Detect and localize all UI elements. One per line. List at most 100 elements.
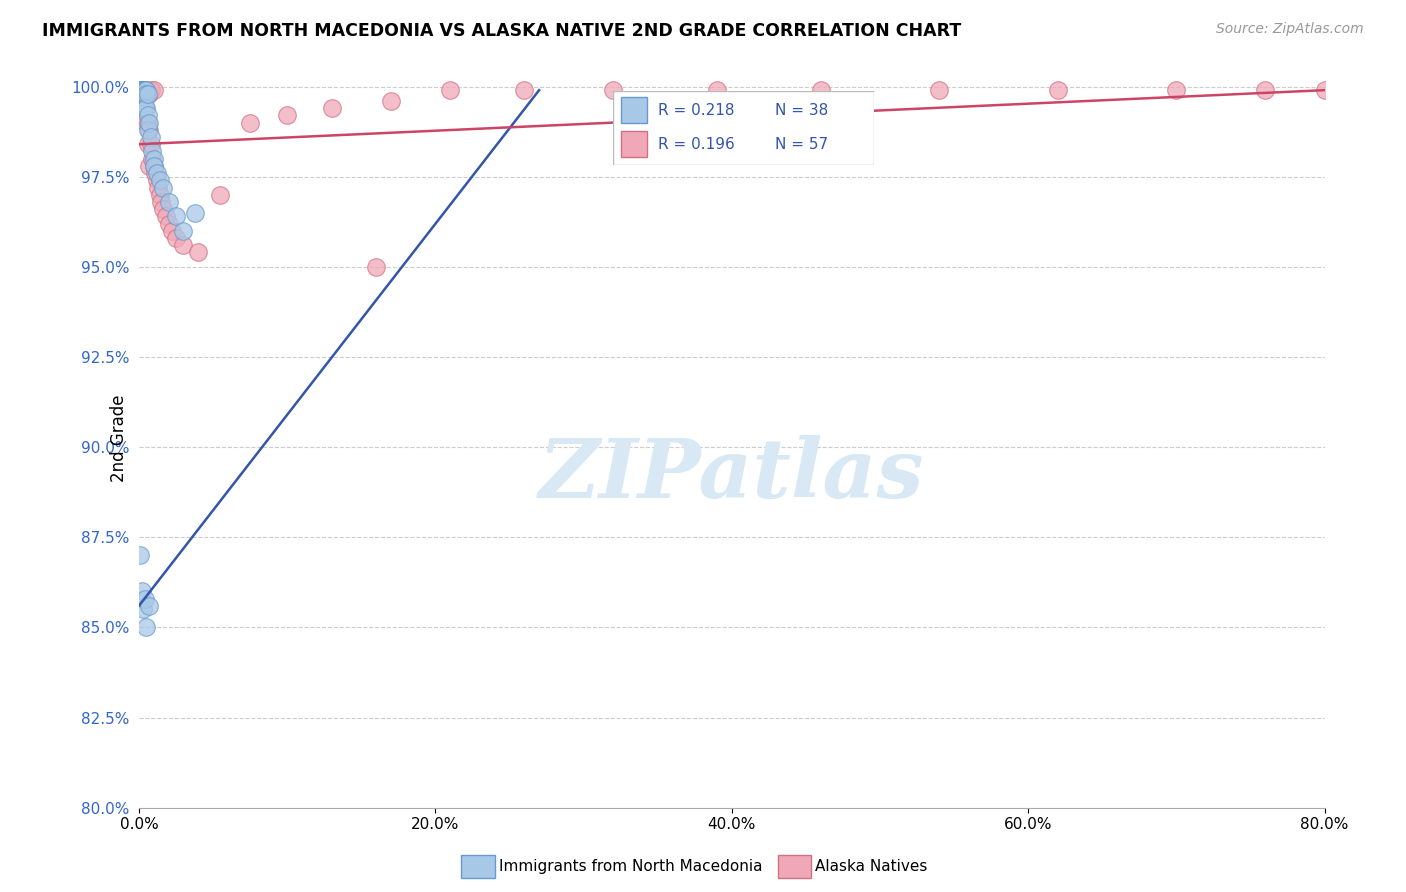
Point: [132, 83, 155, 97]
Point: [132, 602, 155, 616]
Point: [165, 231, 187, 245]
Point: [132, 83, 155, 97]
Point: [149, 173, 172, 187]
Point: [139, 83, 162, 97]
Point: [132, 87, 155, 101]
Point: [134, 101, 156, 115]
Point: [131, 83, 153, 97]
Point: [142, 159, 165, 173]
Point: [172, 224, 194, 238]
Point: [439, 83, 461, 97]
Point: [160, 224, 183, 238]
Point: [135, 101, 157, 115]
Point: [132, 90, 155, 104]
Point: [141, 145, 163, 159]
Point: [134, 101, 156, 115]
Point: [184, 206, 207, 220]
Point: [1254, 83, 1277, 97]
Text: IMMIGRANTS FROM NORTH MACEDONIA VS ALASKA NATIVE 2ND GRADE CORRELATION CHART: IMMIGRANTS FROM NORTH MACEDONIA VS ALASK…: [42, 22, 962, 40]
Point: [129, 83, 152, 97]
Point: [138, 599, 160, 613]
Point: [138, 115, 160, 129]
Point: [1046, 83, 1069, 97]
Point: [136, 115, 159, 129]
Point: [1166, 83, 1188, 97]
Point: [134, 83, 156, 97]
Point: [602, 83, 624, 97]
Point: [132, 83, 155, 97]
Point: [129, 83, 152, 97]
Point: [129, 83, 152, 97]
Point: [136, 137, 159, 152]
Point: [1313, 83, 1336, 97]
Point: [138, 123, 160, 137]
Point: [142, 152, 165, 166]
Point: [142, 83, 165, 97]
Point: [152, 180, 174, 194]
Point: [136, 123, 159, 137]
Point: [134, 87, 156, 101]
Point: [706, 83, 728, 97]
Point: [139, 137, 162, 152]
Point: [155, 210, 177, 224]
Point: [150, 194, 173, 209]
Point: [131, 584, 153, 599]
Point: [928, 83, 950, 97]
Text: Alaska Natives: Alaska Natives: [815, 859, 928, 873]
Point: [321, 101, 343, 115]
Text: ZIPatlas: ZIPatlas: [538, 435, 925, 515]
Point: [142, 159, 165, 173]
Point: [134, 591, 156, 606]
Point: [134, 83, 156, 97]
Point: [209, 187, 232, 202]
Point: [135, 115, 157, 129]
Text: Immigrants from North Macedonia: Immigrants from North Macedonia: [499, 859, 762, 873]
Point: [148, 180, 170, 194]
Point: [239, 115, 262, 129]
Point: [135, 87, 157, 101]
Point: [129, 549, 152, 563]
Point: [136, 87, 159, 101]
Point: [138, 159, 160, 173]
Point: [145, 173, 167, 187]
Point: [131, 83, 153, 97]
Point: [129, 87, 152, 101]
Point: [131, 87, 153, 101]
Point: [132, 83, 155, 97]
Point: [172, 238, 194, 252]
Point: [132, 83, 155, 97]
Text: Source: ZipAtlas.com: Source: ZipAtlas.com: [1216, 22, 1364, 37]
Point: [513, 83, 536, 97]
Point: [276, 108, 298, 122]
Point: [138, 87, 160, 101]
Point: [134, 87, 156, 101]
Y-axis label: 2nd Grade: 2nd Grade: [110, 394, 128, 482]
Point: [131, 83, 153, 97]
Point: [157, 194, 180, 209]
Point: [149, 187, 172, 202]
Point: [136, 87, 159, 101]
Point: [134, 83, 156, 97]
Point: [135, 87, 157, 101]
Point: [364, 260, 387, 274]
Point: [141, 152, 163, 166]
Point: [134, 83, 156, 97]
Point: [145, 166, 167, 180]
Point: [152, 202, 174, 216]
Point: [165, 210, 187, 224]
Point: [187, 245, 209, 260]
Point: [131, 83, 153, 97]
Point: [132, 87, 155, 101]
Point: [139, 130, 162, 145]
Point: [136, 108, 159, 122]
Point: [143, 166, 166, 180]
Point: [131, 83, 153, 97]
Point: [157, 217, 180, 231]
Point: [380, 94, 402, 108]
Point: [135, 620, 157, 634]
Point: [129, 83, 152, 97]
Point: [132, 83, 155, 97]
Point: [810, 83, 832, 97]
Point: [135, 83, 157, 97]
Point: [132, 101, 155, 115]
